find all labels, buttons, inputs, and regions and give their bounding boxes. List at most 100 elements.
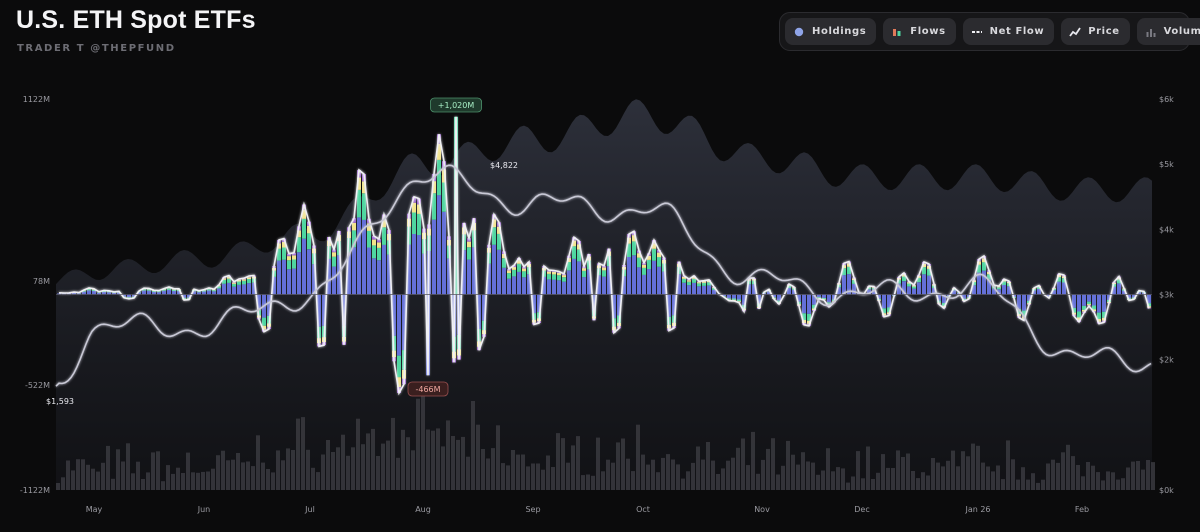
volume-bar xyxy=(936,462,940,490)
flow-bar-segment xyxy=(1092,305,1096,310)
flow-bar-segment xyxy=(927,275,931,295)
volume-bar xyxy=(1056,462,1060,490)
flow-bar-segment xyxy=(212,290,216,292)
flow-bar-segment xyxy=(602,276,606,295)
right-axis-tick-label: $4k xyxy=(1159,225,1174,234)
flow-bar-segment xyxy=(57,293,61,295)
series-toggle-toolbar: Holdings Flows Net Flow Price Volume xyxy=(779,12,1200,51)
flow-bar-segment xyxy=(1037,286,1041,289)
volume-bar xyxy=(916,478,920,490)
flow-bar-segment xyxy=(302,209,306,219)
flow-bar-segment xyxy=(917,277,921,283)
flow-bar-segment xyxy=(602,270,606,277)
flow-bar-segment xyxy=(752,284,756,295)
flow-bar-segment xyxy=(177,291,181,295)
flow-bar-segment xyxy=(352,230,356,248)
flow-bar-segment xyxy=(592,294,596,311)
left-axis-tick-label: 1122M xyxy=(23,95,50,104)
flow-bar-segment xyxy=(942,303,946,306)
flow-bar-segment xyxy=(627,243,631,257)
flow-bar-segment xyxy=(997,286,1001,288)
volume-bar xyxy=(286,448,290,490)
flow-bar-segment xyxy=(397,355,401,378)
volume-bar xyxy=(1096,472,1100,490)
flow-bar-segment xyxy=(702,282,706,286)
flow-bar-segment xyxy=(877,294,881,299)
flow-bar-segment xyxy=(517,263,521,272)
volume-bar xyxy=(706,442,710,490)
flow-bar-segment xyxy=(502,267,506,295)
flow-bar-segment xyxy=(172,291,176,295)
flow-bar-segment xyxy=(692,282,696,295)
flow-bar-segment xyxy=(652,260,656,295)
volume-bar xyxy=(471,401,475,490)
volume-bar xyxy=(951,450,955,490)
flow-bar-segment xyxy=(87,290,91,295)
holdings-toggle-button[interactable]: Holdings xyxy=(785,18,877,45)
flow-bar-segment xyxy=(347,252,351,295)
volume-bar xyxy=(581,475,585,490)
flow-bar-segment xyxy=(962,294,966,299)
flows-toggle-button[interactable]: Flows xyxy=(883,18,956,45)
flow-bar-segment xyxy=(407,244,411,295)
volume-bar xyxy=(926,475,930,490)
volume-bars-layer xyxy=(56,387,1155,490)
flow-bar-segment xyxy=(822,294,826,298)
flow-bar-segment xyxy=(917,275,921,278)
flow-bar-segment xyxy=(67,293,71,295)
flow-bar-segment xyxy=(517,271,521,295)
volume-bar xyxy=(626,458,630,490)
flow-bar-segment xyxy=(212,291,216,295)
volume-bar xyxy=(631,471,635,490)
flow-bar-segment xyxy=(297,252,301,295)
flow-bar-segment xyxy=(332,266,336,295)
volume-bar xyxy=(326,440,330,490)
flow-bar-segment xyxy=(567,258,571,262)
volume-bar xyxy=(1046,463,1050,490)
flow-bar-segment xyxy=(547,274,551,280)
flow-bar-segment xyxy=(272,276,276,295)
volume-bar xyxy=(566,462,570,490)
flow-bar-segment xyxy=(847,274,851,295)
flow-bar-segment xyxy=(1092,309,1096,312)
flow-bar-segment xyxy=(547,271,551,274)
flow-bar-segment xyxy=(647,269,651,295)
volume-bar xyxy=(366,433,370,490)
flow-bar-segment xyxy=(277,248,281,261)
volume-bar xyxy=(806,461,810,490)
volume-bar xyxy=(321,454,325,490)
volume-bar xyxy=(91,468,95,490)
flow-bar-segment xyxy=(1077,294,1081,312)
volume-bar xyxy=(1146,460,1150,490)
flow-bar-segment xyxy=(827,294,831,303)
flow-bar-segment xyxy=(497,249,501,295)
flow-bar-segment xyxy=(677,274,681,295)
flow-bar-segment xyxy=(582,277,586,295)
flow-bar-segment xyxy=(1002,280,1006,282)
flow-bar-segment xyxy=(867,289,871,295)
flow-bar-segment xyxy=(442,169,446,183)
flow-bar-segment xyxy=(627,257,631,295)
volume-bar xyxy=(751,431,755,490)
volume-bar xyxy=(306,449,310,490)
flow-bar-segment xyxy=(487,263,491,295)
price-toggle-button[interactable]: Price xyxy=(1061,18,1130,45)
net-flow-toggle-button[interactable]: Net Flow xyxy=(962,18,1055,45)
flow-bar-segment xyxy=(737,294,741,300)
flow-bar-segment xyxy=(802,320,806,323)
flow-bar-segment xyxy=(412,233,416,295)
flow-bar-segment xyxy=(217,286,221,289)
flow-bar-segment xyxy=(142,290,146,295)
volume-toggle-button[interactable]: Volume xyxy=(1136,18,1200,45)
flow-bar-segment xyxy=(492,219,496,228)
flow-bar-segment xyxy=(977,264,981,273)
volume-bar xyxy=(956,466,960,490)
volume-bar xyxy=(61,477,65,490)
flow-bar-segment xyxy=(1022,294,1026,311)
volume-bar xyxy=(1016,479,1020,490)
volume-bar xyxy=(446,420,450,490)
flow-bar-segment xyxy=(987,271,991,275)
volume-bar xyxy=(1116,479,1120,490)
flow-bar-segment xyxy=(62,293,66,295)
price-high-label: $4,822 xyxy=(490,161,518,170)
